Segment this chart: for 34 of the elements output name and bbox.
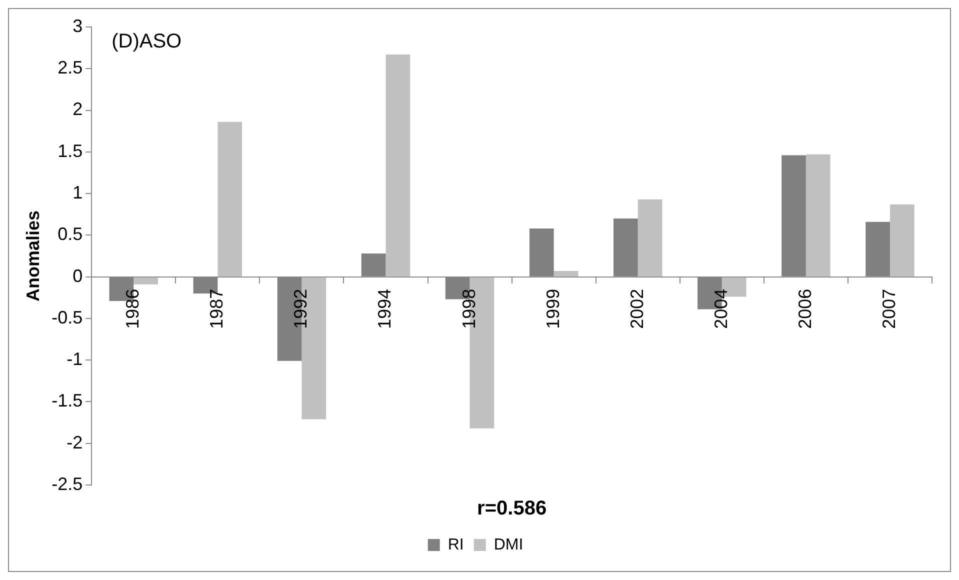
y-tick-label: 0.5 — [58, 224, 83, 244]
y-tick-label: 0 — [72, 266, 83, 286]
x-tick-label: 2007 — [878, 288, 899, 329]
bar — [890, 204, 914, 276]
y-tick-label: 2.5 — [58, 58, 83, 78]
bar — [554, 270, 578, 276]
y-axis-title: Anomalies — [22, 210, 43, 302]
x-tick-label: 2004 — [710, 288, 731, 329]
bar — [134, 277, 158, 284]
y-tick-label: -2 — [66, 432, 83, 452]
y-tick-label: -2.5 — [52, 474, 83, 494]
y-tick-label: 1.5 — [58, 140, 83, 161]
bar — [218, 122, 242, 276]
bar — [806, 154, 830, 276]
legend-label: RI — [448, 536, 464, 554]
bar — [386, 54, 410, 276]
annotation: (D)ASO — [112, 30, 182, 53]
x-tick-label: 2002 — [626, 288, 647, 329]
y-tick-label: 1 — [72, 182, 83, 203]
y-tick-label: 2 — [72, 99, 83, 120]
x-tick-label: 1994 — [374, 288, 395, 329]
y-tick-label: 3 — [72, 16, 83, 36]
x-tick-label: 1999 — [542, 288, 563, 329]
x-tick-label: 1987 — [206, 288, 227, 329]
y-tick-label: -1.5 — [52, 390, 83, 411]
x-tick-label: 1986 — [122, 288, 143, 329]
x-tick-label: 2006 — [794, 288, 815, 329]
bar — [638, 199, 662, 276]
text: r=0.586 — [477, 498, 547, 520]
y-tick-label: -1 — [66, 349, 83, 370]
x-tick-label: 1998 — [458, 288, 479, 329]
x-tick-label: 1992 — [290, 288, 311, 329]
y-tick-label: -0.5 — [52, 307, 83, 328]
legend-label: DMI — [494, 536, 524, 554]
